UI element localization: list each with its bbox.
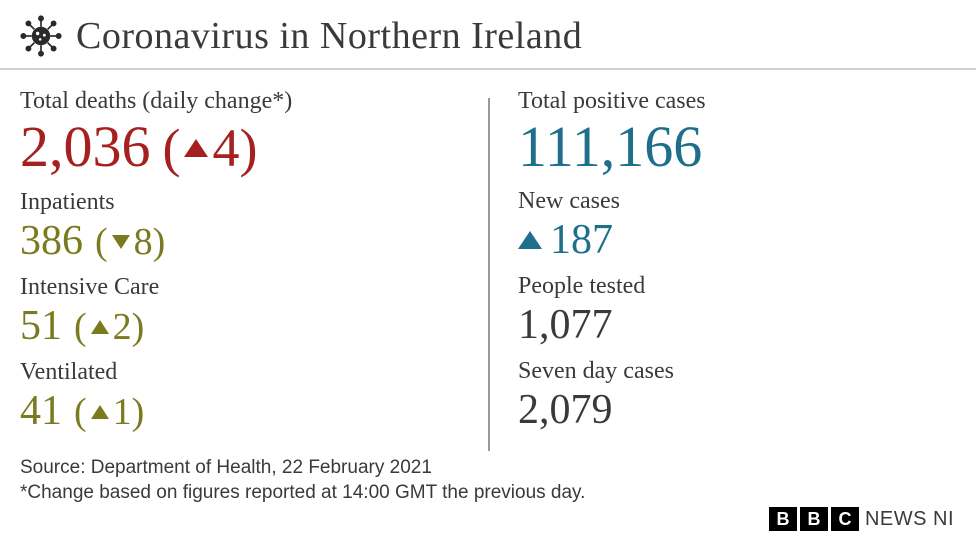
header: Coronavirus in Northern Ireland [0,0,976,70]
total-positive-value: 111,166 [518,117,702,178]
stat-intensive-care: Intensive Care 51 (2) [20,274,458,349]
coronavirus-icon [20,15,62,57]
seven-day-label: Seven day cases [518,358,956,385]
intensive-care-change: (2) [74,305,144,349]
footnote-text: *Change based on figures reported at 14:… [20,480,956,506]
right-column: Total positive cases 111,166 New cases 1… [488,88,956,445]
footer: Source: Department of Health, 22 Februar… [0,451,976,506]
new-cases-label: New cases [518,188,956,215]
stat-deaths: Total deaths (daily change*) 2,036 (4) [20,88,458,179]
arrow-up-icon [91,320,109,334]
infographic-container: Coronavirus in Northern Ireland Total de… [0,0,976,549]
people-tested-label: People tested [518,273,956,300]
total-positive-label: Total positive cases [518,88,956,115]
ventilated-value: 41 [20,388,62,434]
attribution: B B C NEWS NI [769,507,954,531]
inpatients-label: Inpatients [20,189,458,216]
arrow-up-icon [518,231,542,249]
seven-day-value: 2,079 [518,387,613,433]
stat-people-tested: People tested 1,077 [518,273,956,348]
ventilated-change: (1) [74,390,144,434]
source-text: Source: Department of Health, 22 Februar… [20,455,956,481]
stat-seven-day: Seven day cases 2,079 [518,358,956,433]
inpatients-value: 386 [20,218,83,264]
deaths-label: Total deaths (daily change*) [20,88,458,115]
bbc-block-b2: B [800,507,828,531]
intensive-care-label: Intensive Care [20,274,458,301]
bbc-block-c: C [831,507,859,531]
ventilated-label: Ventilated [20,359,458,386]
stats-content: Total deaths (daily change*) 2,036 (4) I… [0,70,976,451]
arrow-up-icon [91,405,109,419]
inpatients-change: (8) [95,220,165,264]
stat-ventilated: Ventilated 41 (1) [20,359,458,434]
arrow-down-icon [112,235,130,249]
people-tested-value: 1,077 [518,302,613,348]
new-cases-value: 187 [550,217,613,263]
intensive-care-value: 51 [20,303,62,349]
left-column: Total deaths (daily change*) 2,036 (4) I… [20,88,488,445]
stat-inpatients: Inpatients 386 (8) [20,189,458,264]
arrow-up-icon [184,139,208,157]
deaths-change: (4) [163,117,258,179]
stat-total-positive: Total positive cases 111,166 [518,88,956,178]
news-ni-text: NEWS NI [865,508,954,531]
deaths-value: 2,036 [20,117,151,178]
bbc-block-b1: B [769,507,797,531]
stat-new-cases: New cases 187 [518,188,956,263]
page-title: Coronavirus in Northern Ireland [76,14,582,58]
bbc-logo: B B C [769,507,859,531]
column-divider [488,98,490,451]
